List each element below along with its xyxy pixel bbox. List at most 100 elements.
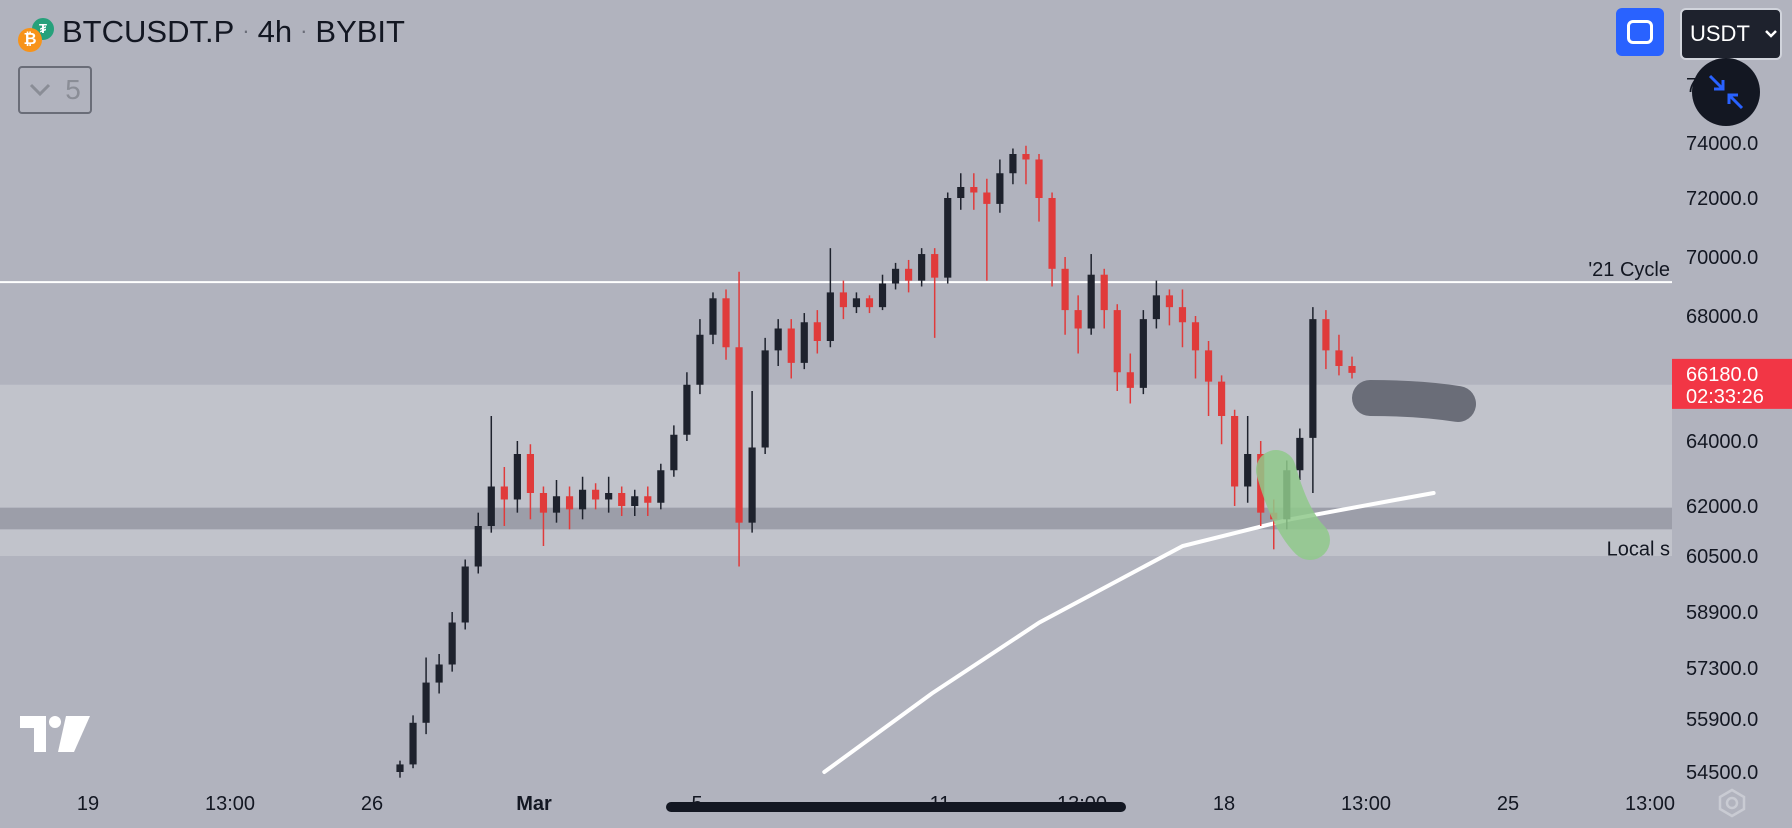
candle-body (865, 298, 874, 308)
candle-body (722, 298, 730, 348)
candle-body (1178, 307, 1187, 323)
bitcoin-coin-icon: ₿ (18, 28, 42, 52)
candle-body (448, 622, 456, 665)
time-axis-label: 13:00 (205, 793, 255, 815)
symbol-name: BTCUSDT.P (62, 14, 235, 49)
candle-body (1126, 372, 1134, 388)
price-axis-label: 72000.0 (1686, 188, 1758, 210)
candle-body (1204, 350, 1213, 382)
zone-label: Local s (1607, 538, 1670, 560)
cycle-line-label: '21 Cycle (1588, 259, 1670, 281)
candle-body (800, 322, 808, 363)
candle-body (1035, 159, 1043, 198)
candle-body (474, 526, 482, 567)
candle-body (657, 470, 665, 503)
price-axis-label: 58900.0 (1686, 602, 1758, 624)
price-axis-label: 68000.0 (1686, 306, 1758, 328)
candle-body (1100, 274, 1108, 311)
candle-body (644, 496, 652, 503)
candle-body (500, 486, 508, 500)
price-axis-label: 74000.0 (1686, 133, 1758, 155)
last-price-tag (1672, 358, 1792, 409)
price-axis-label: 64000.0 (1686, 431, 1758, 453)
price-axis-label: 70000.0 (1686, 247, 1758, 269)
candle-body (918, 254, 926, 281)
candle-body (683, 384, 691, 435)
candle-body (813, 322, 821, 341)
candle-body (1113, 310, 1121, 373)
candle-body (696, 334, 704, 385)
support-band (0, 507, 1672, 530)
candle-body (1191, 322, 1200, 351)
candle-body (957, 187, 965, 198)
candle-body (1322, 319, 1330, 351)
last-price-countdown: 02:33:26 (1686, 386, 1764, 408)
candle-body (1231, 416, 1239, 487)
time-axis-label: 26 (361, 793, 383, 815)
price-axis-label: 62000.0 (1686, 496, 1758, 518)
candle-body (552, 496, 561, 513)
candle-body (422, 682, 430, 723)
candle-body (409, 722, 417, 765)
time-axis-label: 18 (1213, 793, 1235, 815)
candle-body (761, 350, 769, 448)
candle-body (1165, 295, 1174, 308)
candle-body (944, 198, 952, 278)
candle-body (878, 283, 887, 308)
highlight-marker (1256, 450, 1330, 560)
price-axis-label: 54500.0 (1686, 762, 1758, 784)
candle-body (1139, 319, 1147, 388)
candle-body (1074, 310, 1082, 329)
last-price-value: 66180.0 (1686, 364, 1758, 386)
minimize-arrows-icon (1708, 74, 1744, 110)
candle-body (1218, 381, 1226, 416)
price-axis-label: 60500.0 (1686, 546, 1758, 568)
candle-body (748, 447, 756, 523)
candle-body (970, 187, 978, 193)
candle-body (618, 493, 626, 506)
minimize-button[interactable] (1692, 58, 1760, 126)
candle-body (461, 566, 469, 623)
candle-body (578, 489, 587, 510)
time-axis-label: 13:00 (1625, 793, 1675, 815)
candle-body (565, 496, 574, 510)
candle-body (435, 664, 443, 683)
candle-body (1009, 154, 1017, 174)
moving-average-line (822, 491, 1436, 774)
price-axis-label: 55900.0 (1686, 709, 1758, 731)
currency-select[interactable]: USDT (1680, 8, 1782, 60)
candle-body (1087, 274, 1095, 329)
candle-body (787, 328, 795, 363)
candle-body (1296, 437, 1304, 471)
exchange-label: BYBIT (315, 14, 405, 49)
candle-body (735, 347, 743, 523)
candle-body (996, 173, 1004, 204)
indicator-count: 5 (65, 74, 81, 105)
symbol-header[interactable]: BTCUSDT.P · 4h · BYBIT (62, 14, 405, 49)
candle-body (1244, 454, 1252, 487)
candle-body (1022, 154, 1030, 160)
chevron-down-icon (1765, 30, 1777, 38)
candle-body (526, 454, 534, 493)
fullscreen-icon (1627, 20, 1653, 44)
home-indicator (666, 802, 1126, 812)
candle-body (396, 764, 404, 772)
candle-body (1152, 295, 1160, 320)
time-axis-label: 13:00 (1341, 793, 1391, 815)
candle-body (839, 292, 847, 308)
candle-body (852, 298, 861, 308)
collapse-indicators-button[interactable]: 5 (18, 66, 92, 114)
fullscreen-button[interactable] (1616, 8, 1664, 56)
time-axis-label: Mar (516, 793, 552, 815)
target-marker (1352, 380, 1476, 422)
candle-body (826, 292, 834, 341)
candle-body (774, 328, 782, 351)
time-axis-label: 19 (77, 793, 99, 815)
settings-hexagon-icon[interactable] (1717, 788, 1747, 818)
candle-body (1309, 319, 1317, 438)
candle-body (631, 496, 639, 506)
candle-body (1048, 198, 1056, 269)
candle-body (513, 454, 521, 500)
candle-body (539, 493, 548, 513)
